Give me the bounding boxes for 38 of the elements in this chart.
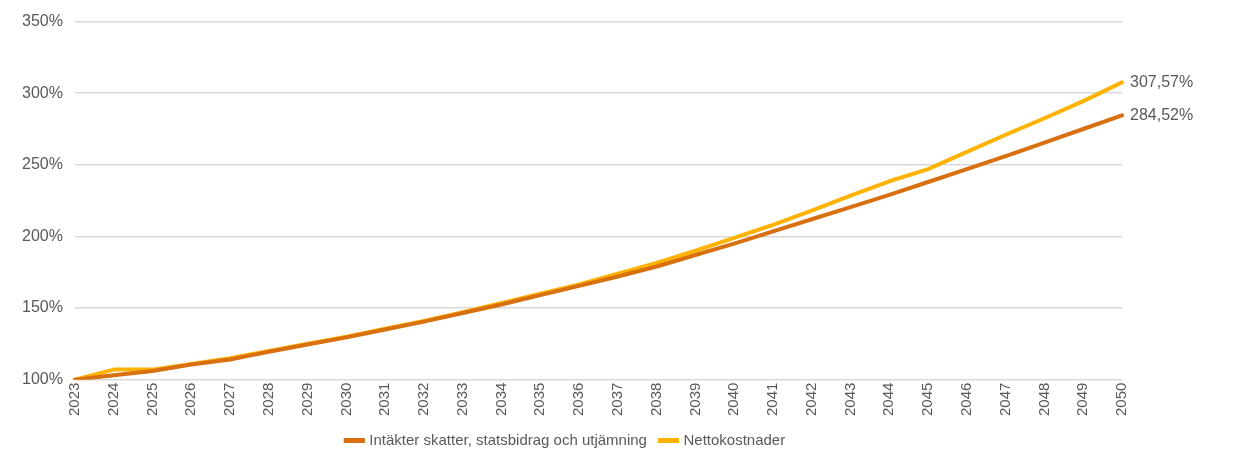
x-tick-label: 2035 [530, 382, 548, 417]
x-tick-label: 2041 [763, 382, 781, 417]
x-tick-label: 2044 [879, 382, 897, 417]
y-tick-label: 350% [22, 12, 63, 30]
y-tick-label: 100% [22, 370, 63, 388]
x-tick-label: 2024 [103, 382, 121, 417]
data-label: 307,57% [1130, 72, 1194, 90]
x-tick-label: 2037 [607, 382, 625, 417]
y-tick-label: 250% [22, 155, 63, 173]
legend-label: Nettokostnader [683, 430, 786, 448]
x-tick-label: 2034 [491, 382, 509, 417]
x-tick-label: 2025 [142, 382, 160, 417]
x-tick-label: 2036 [569, 382, 587, 417]
y-tick-label: 300% [22, 83, 63, 101]
legend-label: Intäkter skatter, statsbidrag och utjämning [369, 430, 647, 448]
y-tick-label: 150% [22, 298, 63, 316]
x-tick-label: 2048 [1034, 382, 1052, 417]
x-tick-label: 2045 [918, 382, 936, 417]
x-tick-label: 2040 [724, 382, 742, 417]
x-tick-label: 2032 [414, 382, 432, 417]
x-tick-label: 2049 [1073, 382, 1091, 417]
x-tick-label: 2023 [65, 382, 83, 417]
x-tick-label: 2033 [452, 382, 470, 417]
data-label: 284,52% [1130, 105, 1194, 123]
x-tick-label: 2046 [957, 382, 975, 417]
x-tick-label: 2026 [181, 382, 199, 417]
x-tick-label: 2027 [220, 382, 238, 417]
x-tick-label: 2030 [336, 382, 354, 417]
x-tick-label: 2050 [1112, 382, 1130, 417]
x-tick-label: 2029 [297, 382, 315, 417]
x-tick-label: 2031 [375, 382, 393, 417]
x-tick-label: 2039 [685, 382, 703, 417]
x-tick-label: 2043 [840, 382, 858, 417]
x-tick-label: 2047 [995, 382, 1013, 417]
y-tick-label: 200% [22, 226, 63, 244]
x-tick-label: 2028 [258, 382, 276, 417]
x-tick-label: 2038 [646, 382, 664, 417]
x-tick-label: 2042 [801, 382, 819, 417]
